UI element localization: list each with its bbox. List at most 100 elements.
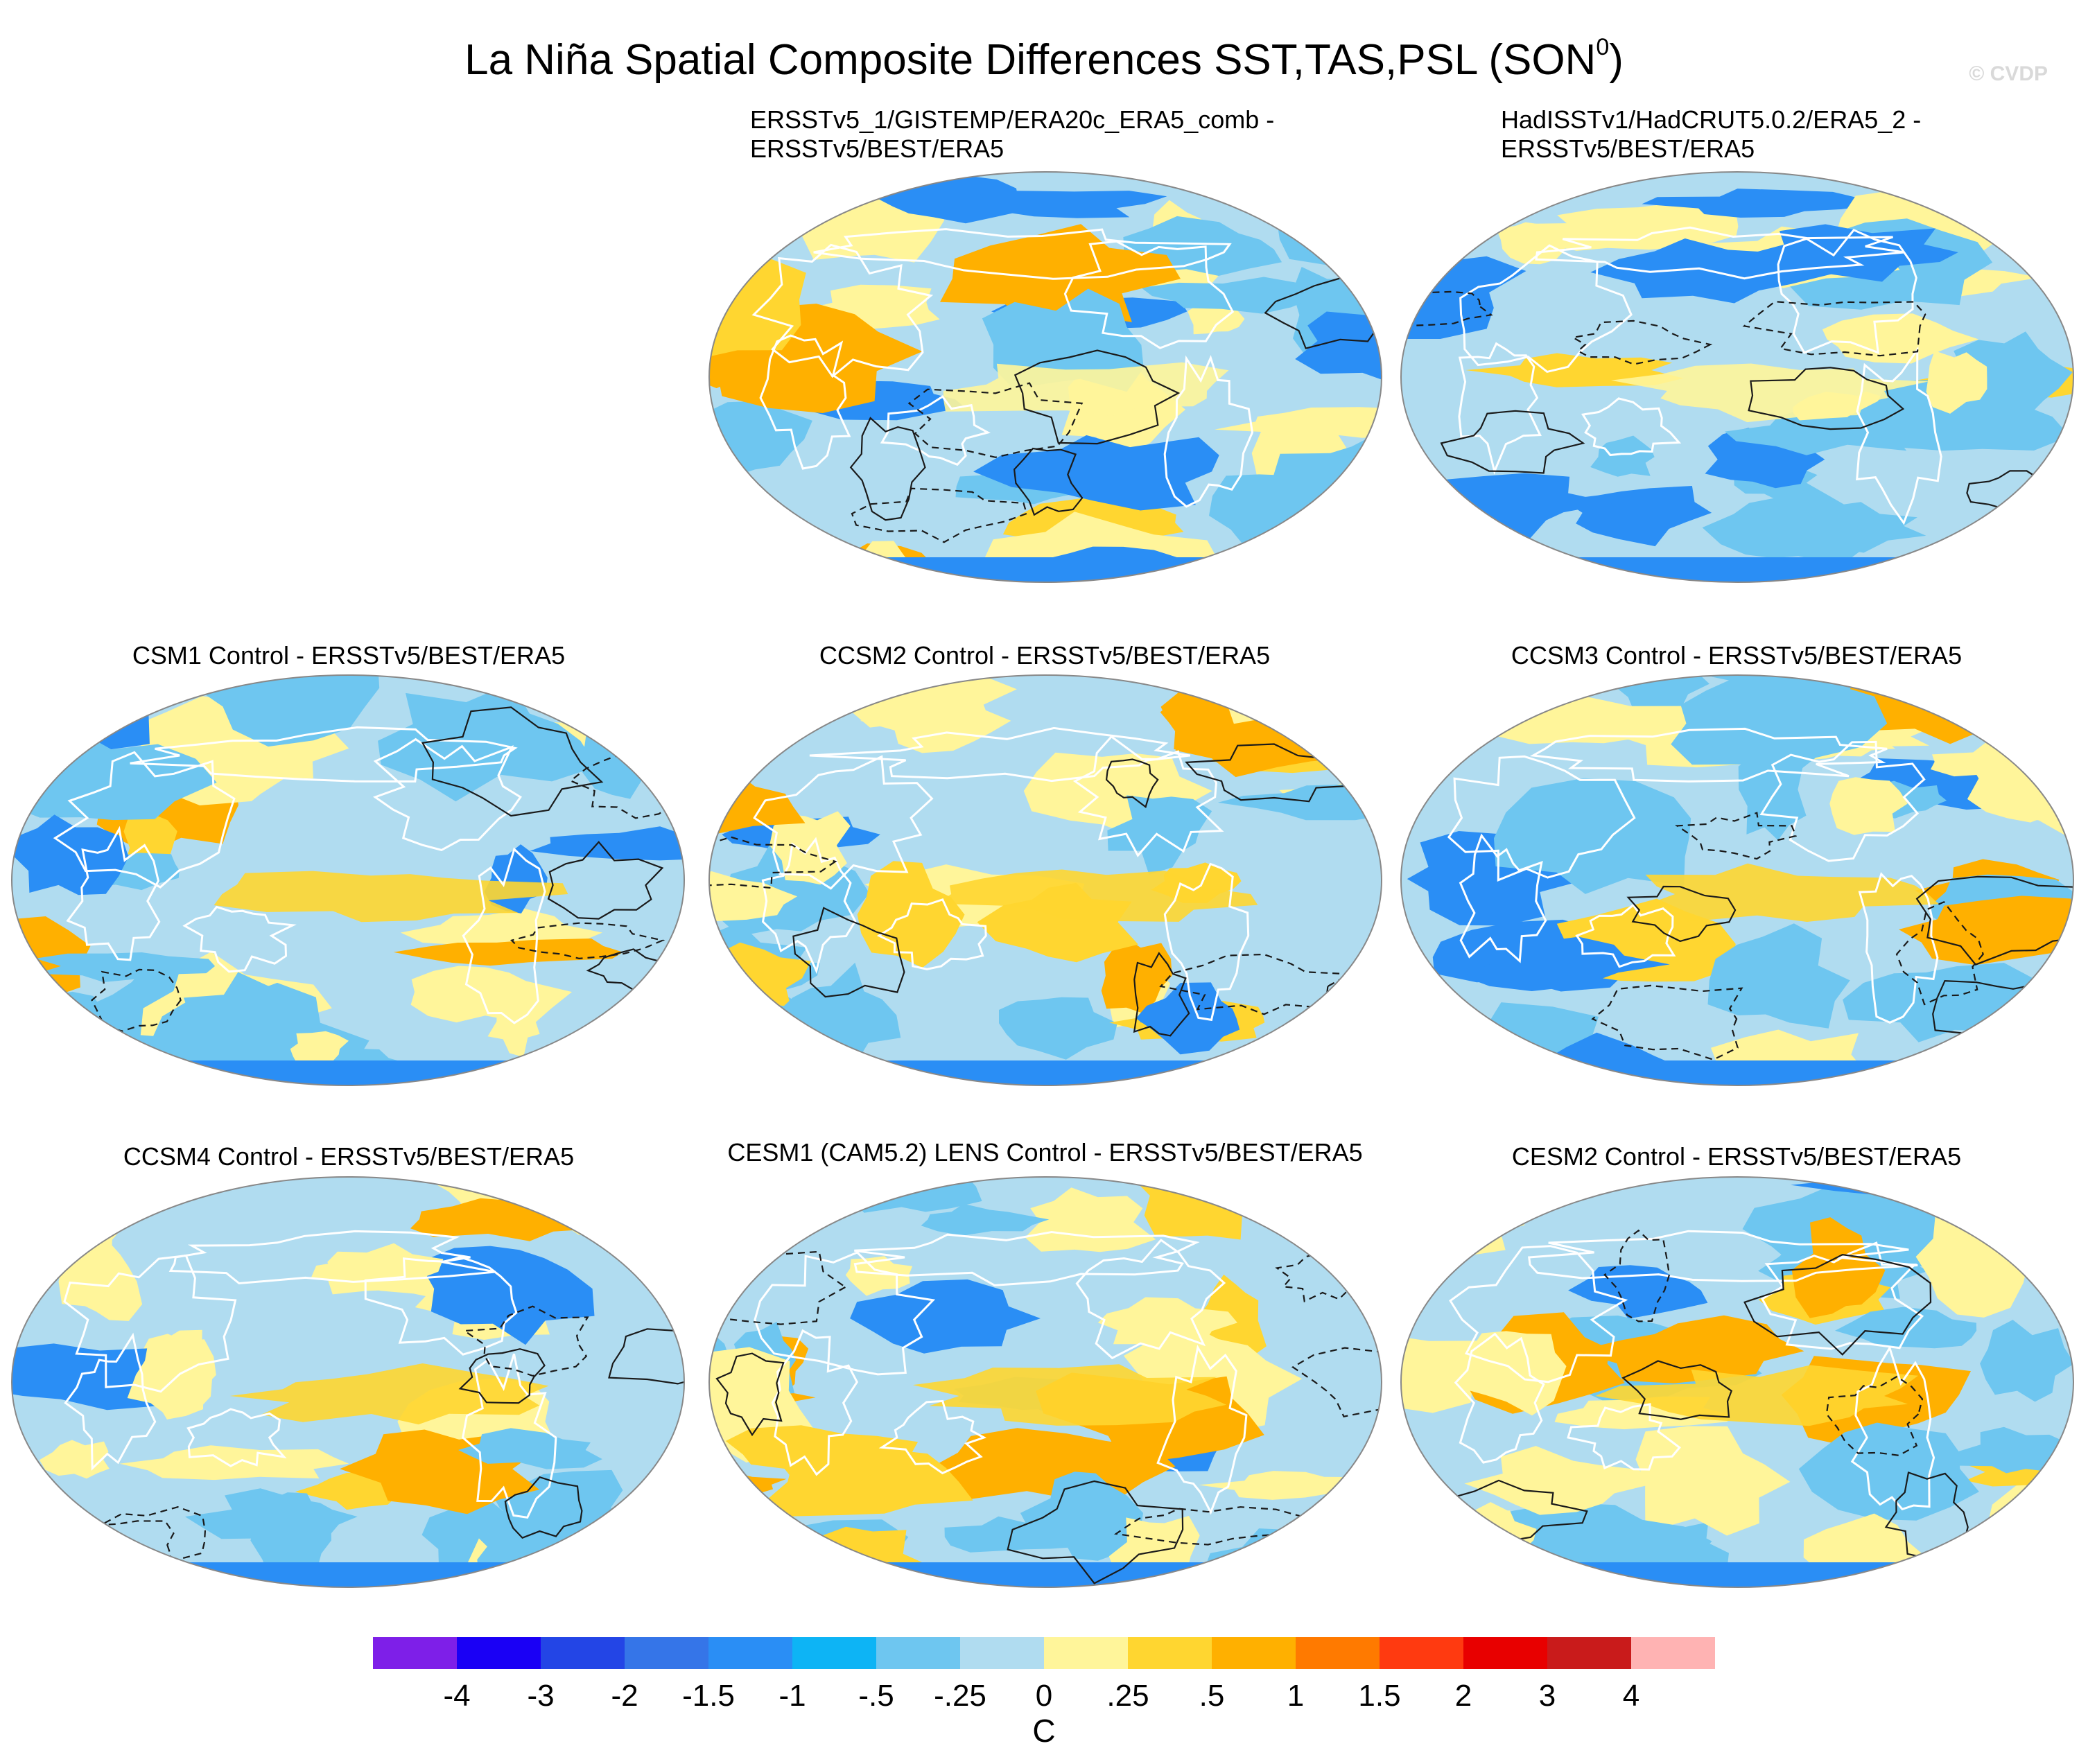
psl-contour (458, 1348, 546, 1404)
psl-contour (504, 1476, 583, 1539)
colorbar-tick-label: .25 (1106, 1679, 1149, 1713)
anomaly-region (1590, 435, 1655, 477)
antarctic-strip (12, 1060, 684, 1085)
anomaly-region (637, 1177, 684, 1244)
coastline (771, 1329, 859, 1476)
figure-title: La Niña Spatial Composite Differences SS… (0, 19, 2088, 88)
anomaly-region (1642, 189, 1881, 218)
anomaly-region (973, 435, 1219, 511)
colorbar-tick-label: -4 (443, 1679, 471, 1713)
anomaly-region (12, 675, 165, 751)
anomaly-region (14, 814, 129, 896)
colorbar-swatch (373, 1637, 458, 1669)
anomaly-region (1671, 675, 1888, 781)
anomaly-region (1922, 540, 2073, 582)
antarctic-strip (12, 1562, 684, 1587)
coastline (754, 1251, 936, 1376)
psl-contour (1748, 367, 1905, 430)
map-border (1400, 1176, 2074, 1588)
coastline (753, 755, 934, 890)
anomaly-region (857, 861, 965, 968)
coastline (1759, 740, 1926, 862)
psl-contour (1133, 952, 1190, 1037)
colorbar-tick-label: -1 (778, 1679, 806, 1713)
psl-contour (1591, 984, 1743, 1060)
anomaly-region (850, 1279, 1041, 1354)
colorbar-swatch (1044, 1637, 1129, 1669)
psl-contour (510, 922, 665, 960)
anomaly-region (561, 1177, 684, 1224)
title-close: ) (1609, 36, 1624, 84)
psl-contour (547, 841, 664, 920)
psl-contour (1571, 320, 1713, 365)
anomaly-region (709, 675, 828, 735)
psl-contour (58, 1520, 175, 1574)
anomaly-region (1954, 331, 2073, 418)
coastline (1535, 226, 1905, 280)
coastline (1459, 833, 1547, 963)
colorbar-tick-label: 4 (1622, 1679, 1640, 1713)
psl-contour (709, 836, 837, 889)
tropical-anomaly (912, 1364, 1227, 1426)
psl-contour (851, 487, 1028, 543)
anomaly-region (1926, 351, 1987, 414)
anomaly-region (1611, 675, 1709, 716)
colorbar-swatch (625, 1637, 709, 1669)
coastline (809, 726, 1191, 783)
anomaly-region (1295, 306, 1382, 387)
map-border (708, 171, 1382, 583)
anomaly-region (1707, 923, 1850, 1029)
psl-contour (462, 1305, 589, 1377)
psl-contour (715, 1352, 785, 1437)
coastline (130, 726, 518, 783)
coastline (813, 228, 1232, 280)
map-panel-1 (708, 171, 1382, 583)
panel-title-5: CCSM3 Control - ERSSTv5/BEST/ERA5 (1511, 641, 1963, 670)
panel-title-2: HadISSTv1/HadCRUT5.0.2/ERA5_2 - ERSSTv5/… (1501, 105, 1921, 164)
psl-contour (92, 1506, 207, 1573)
anomaly-region (709, 1553, 863, 1587)
antarctic-strip (709, 557, 1382, 582)
anomaly-region (12, 675, 143, 730)
map-panel-7 (708, 1176, 1382, 1588)
coastline (1761, 1241, 1924, 1350)
coastline (1447, 755, 1636, 882)
coastline (1459, 244, 1633, 374)
anomaly-region (1791, 1217, 1886, 1318)
anomaly-region (34, 1209, 123, 1265)
panel-title-7: CESM1 (CAM5.2) LENS Control - ERSSTv5/BE… (727, 1138, 1363, 1167)
colorbar-tick-label: -1.5 (682, 1679, 735, 1713)
coastline (1528, 1230, 1918, 1282)
anomaly-region (941, 190, 1167, 218)
psl-contour (1113, 1506, 1302, 1546)
colorbar-swatch (1380, 1637, 1464, 1669)
anomaly-region (393, 938, 623, 966)
psl-contour (1743, 1253, 1932, 1356)
colorbar-swatch (876, 1637, 961, 1669)
colorbar-tick-label: 0 (1035, 1679, 1053, 1713)
anomaly-region (709, 514, 781, 562)
anomaly-region (127, 1329, 213, 1413)
psl-contour (792, 907, 905, 998)
anomaly-region (195, 675, 380, 747)
coastline (1858, 872, 1939, 1024)
coastline (168, 1230, 496, 1285)
panel-title-1-line2: ERSSTv5/BEST/ERA5 (750, 134, 1004, 163)
map-border (1400, 171, 2074, 583)
anomaly-region (1835, 1307, 1977, 1349)
anomaly-region (546, 1536, 681, 1587)
psl-contour (1440, 410, 1585, 474)
antarctic-strip (1401, 1060, 2073, 1085)
coastline (1075, 1239, 1226, 1360)
coastline (880, 395, 991, 466)
anomaly-region (709, 1177, 803, 1231)
anomaly-region (1450, 1331, 1567, 1416)
antarctic-strip (709, 1060, 1382, 1085)
colorbar-swatch (457, 1637, 541, 1669)
coastline (1575, 903, 1676, 968)
tropical-anomaly (1611, 363, 1929, 423)
coastline (186, 1408, 287, 1467)
anomaly-region (1798, 1422, 1979, 1521)
anomaly-region (12, 675, 137, 739)
psl-contour (1626, 885, 1737, 943)
